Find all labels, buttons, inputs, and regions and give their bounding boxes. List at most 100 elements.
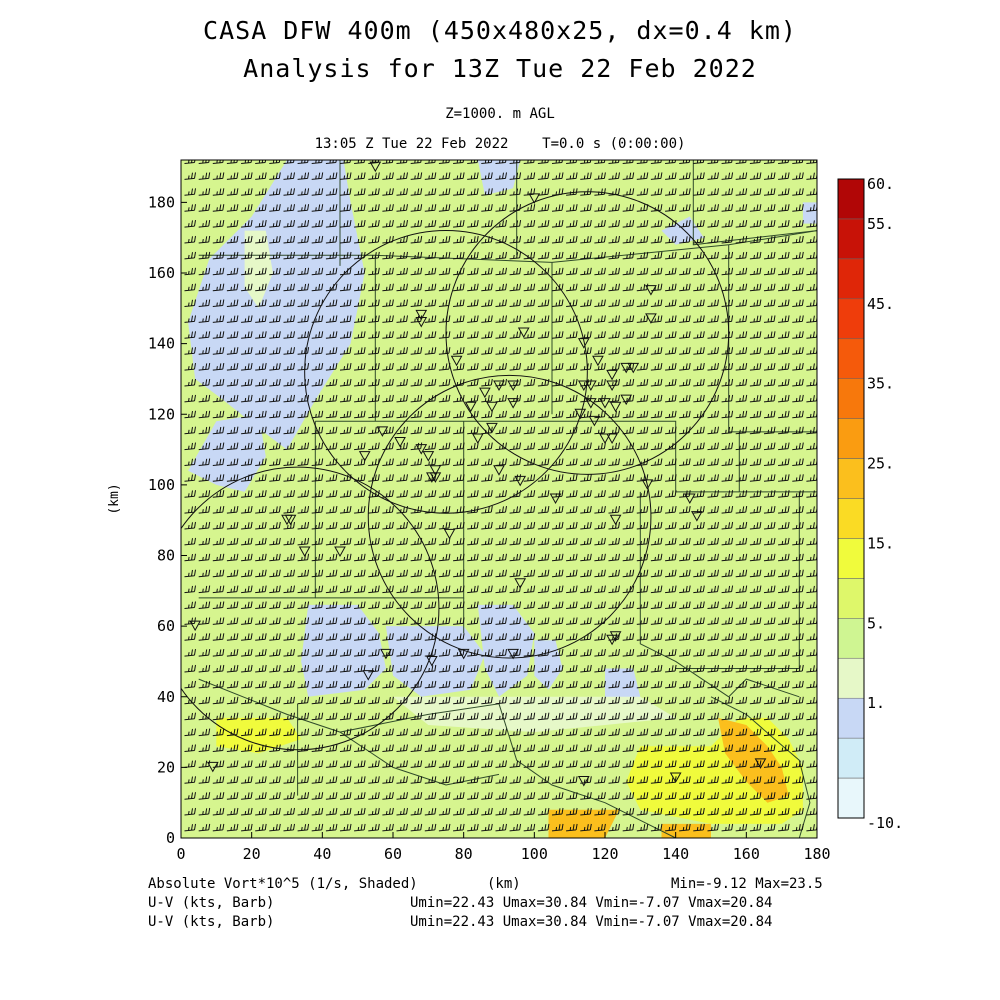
wind-barb-400 [749, 696, 762, 705]
wind-barb-1109 [594, 442, 606, 451]
wind-barb-593 [297, 617, 310, 625]
wind-barb-1885 [749, 172, 762, 180]
wind-barb-1096 [410, 442, 423, 451]
wind-barb-1375 [537, 347, 550, 355]
wind-barb-1639 [453, 251, 465, 260]
wind-barb-71 [551, 807, 564, 816]
wind-barb-1687 [495, 235, 507, 244]
wind-barb-1313 [297, 363, 310, 371]
wind-barb-1840 [749, 188, 762, 196]
wind-barb-1822 [495, 188, 507, 196]
wind-barb-761 [763, 569, 776, 578]
wind-barb-880 [537, 521, 550, 530]
wind-barb-993 [226, 474, 239, 482]
wind-barb-1522 [707, 299, 719, 307]
radar-site-marker-57 [426, 655, 438, 667]
wind-barb-1419 [523, 331, 536, 339]
wind-barb-369 [311, 696, 324, 705]
wind-barb-806 [763, 553, 776, 562]
wind-barb-1478 [721, 315, 734, 323]
wind-barb-1502 [424, 299, 437, 307]
wind-barb-271 [198, 728, 211, 737]
wind-barb-1518 [650, 299, 663, 307]
wind-barb-1742 [636, 220, 649, 228]
wind-barb-1645 [537, 251, 550, 260]
wind-barb-861 [269, 521, 281, 530]
wind-barb-827 [424, 537, 437, 546]
wind-barb-1803 [226, 188, 239, 196]
wind-barb-883 [580, 521, 592, 530]
wind-barb-544 [241, 633, 253, 641]
wind-barb-580 [749, 633, 762, 641]
wind-barb-1230 [396, 394, 408, 403]
wind-barb-1251 [693, 394, 705, 403]
wind-barb-1284 [523, 378, 536, 387]
wind-barb-272 [212, 728, 225, 737]
wind-barb-1768 [368, 204, 380, 212]
wind-barb-257 [636, 744, 649, 752]
x-tick-label-9: 180 [803, 845, 830, 863]
wind-barb-1591 [410, 267, 423, 276]
wind-barb-1797 [778, 204, 790, 212]
wind-barb-894 [735, 521, 748, 530]
wind-barb-876 [481, 521, 493, 530]
wind-barb-694 [453, 585, 465, 594]
colorbar-label-7: 1. [867, 694, 885, 712]
wind-barb-1786 [622, 204, 635, 212]
wind-barb-1312 [283, 363, 295, 371]
wind-barb-863 [297, 521, 310, 530]
wind-barb-1261 [198, 378, 211, 387]
wind-barb-820 [325, 537, 338, 546]
wind-barb-872 [424, 521, 437, 530]
wind-barb-1554 [523, 283, 536, 292]
wind-barb-966 [481, 490, 493, 498]
wind-barb-346 [622, 712, 635, 721]
y-tick-label-4: 80 [157, 547, 175, 565]
wind-barb-848 [721, 537, 734, 546]
wind-barb-1104 [523, 442, 536, 451]
wind-barb-656 [551, 601, 564, 609]
wind-barb-1343 [721, 363, 734, 371]
wind-barb-124 [665, 792, 677, 800]
radar-site-marker-39 [429, 472, 442, 483]
wind-barb-41 [763, 823, 776, 832]
wind-barb-1495 [325, 299, 338, 307]
y-tick-label-6: 120 [148, 405, 175, 423]
wind-barb-1481 [763, 315, 776, 323]
min-max-readout: Min=-9.12 Max=23.5 [671, 876, 823, 892]
wind-barb-6 [269, 823, 281, 832]
wind-barb-1316 [339, 363, 352, 371]
wind-barb-392 [636, 696, 649, 705]
wind-barb-1480 [749, 315, 762, 323]
wind-barb-757 [707, 569, 719, 578]
wind-barb-118 [580, 792, 592, 800]
wind-barb-219 [735, 760, 748, 768]
wind-barb-1364 [382, 347, 394, 355]
wind-barb-1143 [438, 426, 451, 435]
wind-barb-816 [269, 537, 281, 546]
wind-barb-1266 [269, 378, 281, 387]
wind-barb-188 [297, 760, 310, 768]
wind-barb-266 [763, 744, 776, 752]
wind-barb-1918 [580, 160, 592, 164]
wind-barb-1657 [707, 251, 719, 260]
wind-barb-1128 [226, 426, 239, 435]
wind-barb-92 [212, 792, 225, 800]
wind-barb-680 [255, 585, 267, 594]
wind-barb-353 [721, 712, 734, 721]
wind-barb-433 [580, 680, 592, 689]
colorbar-band-1 [837, 737, 865, 779]
wind-barb-870 [396, 521, 408, 530]
wind-barb-1551 [481, 283, 493, 292]
wind-barb-106 [410, 792, 423, 800]
wind-barb-1588 [368, 267, 380, 276]
wind-barb-1387 [707, 347, 719, 355]
wind-barb-1618 [792, 267, 804, 276]
colorbar-band-8 [837, 458, 865, 499]
wind-barb-1583 [297, 267, 310, 276]
wind-barb-430 [537, 680, 550, 689]
wind-barb-1877 [636, 172, 649, 180]
wind-barb-688 [368, 585, 380, 594]
wind-barb-998 [297, 474, 310, 482]
wind-barb-65 [467, 807, 479, 816]
